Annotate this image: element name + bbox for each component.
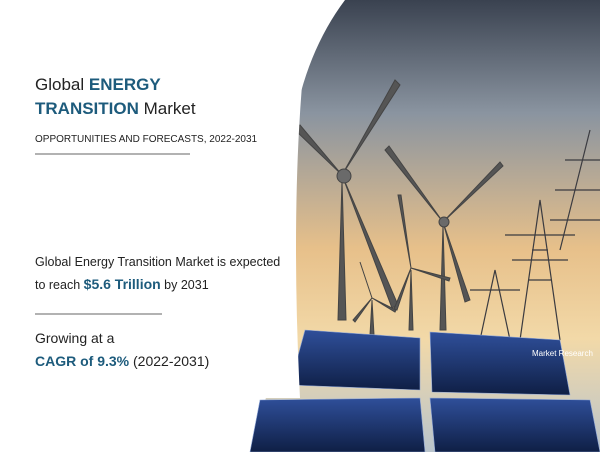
title-line-1: Global ENERGY — [35, 75, 161, 94]
title-word: Global — [35, 75, 84, 94]
title-word: Market — [144, 99, 196, 118]
growth-value: CAGR of 9.3% — [35, 353, 130, 369]
title-highlight: ENERGY — [89, 75, 161, 94]
statement-line-1: Global Energy Transition Market is expec… — [35, 255, 280, 269]
statement-text: by 2031 — [164, 278, 209, 292]
statement-value: $5.6 Trillion — [84, 276, 161, 292]
statement-text: to reach — [35, 278, 80, 292]
text-card — [14, 52, 305, 398]
subtitle: OPPORTUNITIES AND FORECASTS, 2022-2031 — [35, 134, 258, 145]
growth-line-1: Growing at a — [35, 330, 115, 346]
growth-line-2: CAGR of 9.3% (2022-2031) — [35, 353, 209, 369]
background-photo: Market Research — [249, 0, 600, 452]
title-line-2: TRANSITION Market — [35, 99, 196, 118]
logo-text: Market Research — [532, 349, 593, 358]
growth-period: (2022-2031) — [133, 353, 209, 369]
title-highlight: TRANSITION — [35, 99, 139, 118]
statement-line-2: to reach $5.6 Trillion by 2031 — [35, 276, 209, 292]
